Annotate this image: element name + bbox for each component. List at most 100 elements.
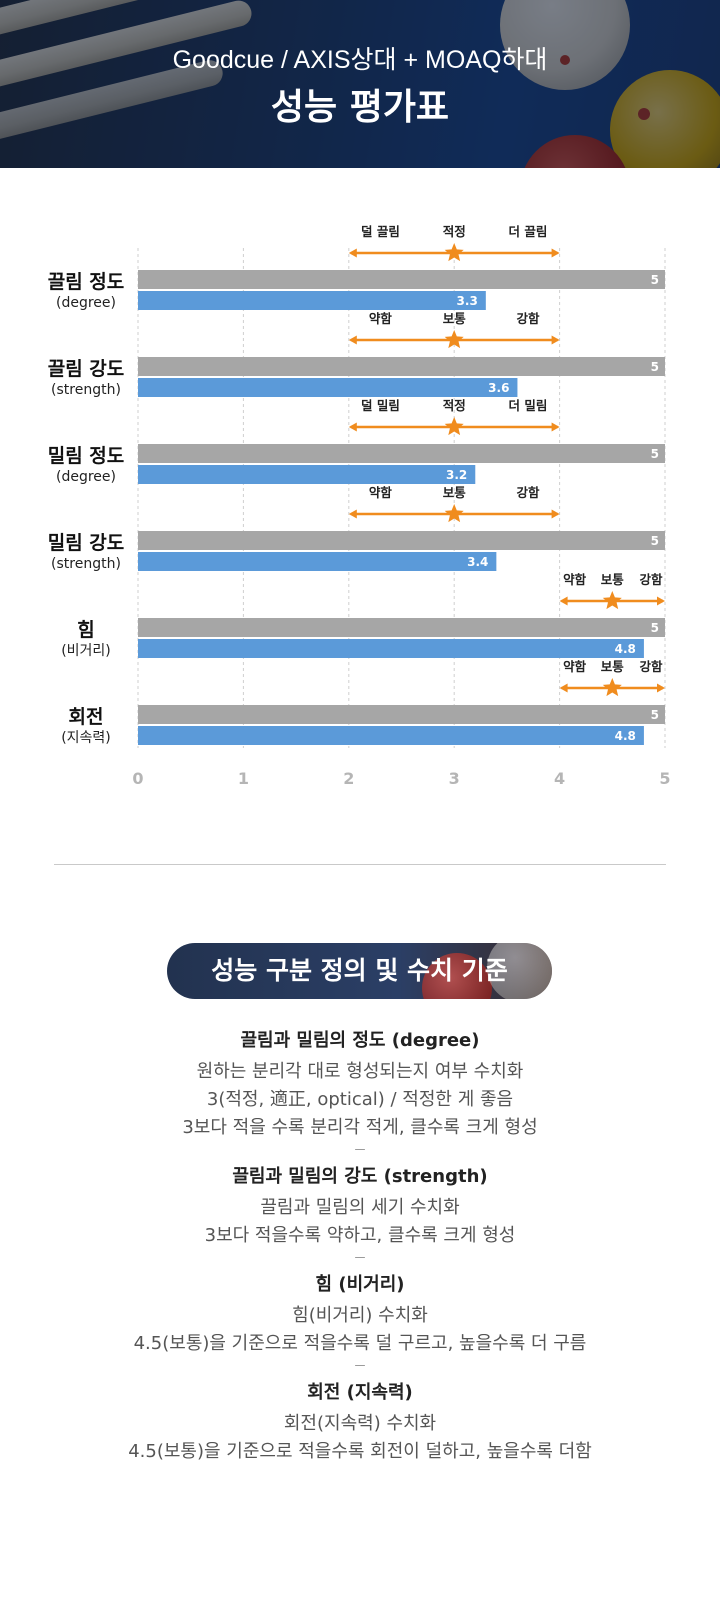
x-tick-label: 5	[659, 769, 670, 788]
row-subtitle: (degree)	[56, 469, 116, 485]
separator: ㅡ	[354, 1359, 366, 1373]
x-tick-label: 2	[343, 769, 354, 788]
max-value-label: 5	[651, 621, 659, 635]
definition-title: 힘 (비거리)	[315, 1274, 405, 1295]
value-label: 3.2	[446, 468, 467, 482]
row-subtitle: (비거리)	[61, 643, 111, 659]
section-divider	[54, 864, 666, 865]
definition-line: 3(적정, 適正, optical) / 적정한 게 좋음	[206, 1089, 514, 1110]
star-icon	[444, 243, 464, 262]
definition-line: 4.5(보통)을 기준으로 적을수록 덜 구르고, 높을수록 더 구름	[133, 1333, 587, 1354]
scale-label: 보통	[601, 659, 625, 674]
definition-spin: 회전 (지속력) 회전(지속력) 수치화 4.5(보통)을 기준으로 적을수록 …	[0, 1376, 720, 1466]
section-heading-banner: 성능 구분 정의 및 수치 기준	[167, 943, 552, 999]
definition-line: 원하는 분리각 대로 형성되는지 여부 수치화	[196, 1061, 524, 1082]
scale-label: 적정	[443, 224, 466, 239]
definition-line: 3보다 적을 수록 분리각 적게, 클수록 크게 형성	[182, 1117, 538, 1138]
scale-label: 보통	[443, 311, 467, 326]
scale-label: 덜 밀림	[361, 398, 400, 413]
scale-label: 보통	[443, 485, 467, 500]
value-bar	[138, 291, 486, 310]
separator: ㅡ	[354, 1143, 366, 1157]
definition-title: 끌림과 밀림의 강도 (strength)	[232, 1166, 488, 1187]
max-value-label: 5	[651, 708, 659, 722]
definition-line: 끌림과 밀림의 세기 수치화	[260, 1197, 460, 1218]
definition-line: 힘(비거리) 수치화	[292, 1305, 428, 1326]
definition-title: 끌림과 밀림의 정도 (degree)	[240, 1030, 480, 1051]
arrow-right-icon	[551, 335, 560, 345]
max-value-label: 5	[651, 447, 659, 461]
star-icon	[602, 678, 622, 697]
arrow-right-icon	[551, 248, 560, 258]
value-label: 3.3	[457, 294, 478, 308]
value-label: 3.4	[467, 555, 488, 569]
row-title: 힘	[77, 619, 94, 641]
arrow-left-icon	[559, 596, 568, 606]
definition-strength: 끌림과 밀림의 강도 (strength) 끌림과 밀림의 세기 수치화 3보다…	[0, 1160, 720, 1264]
arrow-left-icon	[348, 509, 357, 519]
arrow-left-icon	[348, 335, 357, 345]
max-value-label: 5	[651, 534, 659, 548]
value-bar	[138, 639, 644, 658]
scale-label: 약함	[369, 485, 393, 500]
row-title: 끌림 정도	[48, 271, 125, 293]
value-bar	[138, 552, 497, 571]
star-icon	[602, 591, 622, 610]
scale-label: 약함	[369, 311, 393, 326]
page-title: 성능 평가표	[270, 87, 450, 128]
arrow-right-icon	[657, 596, 665, 606]
scale-label: 덜 끌림	[361, 224, 400, 239]
x-tick-label: 0	[132, 769, 143, 788]
separator: ㅡ	[354, 1251, 366, 1265]
scale-label: 강함	[516, 485, 540, 500]
value-label: 4.8	[615, 642, 636, 656]
star-icon	[444, 504, 464, 523]
max-bar	[138, 444, 665, 463]
scale-label: 강함	[516, 311, 540, 326]
arrow-left-icon	[348, 422, 357, 432]
max-bar	[138, 705, 665, 724]
value-label: 4.8	[615, 729, 636, 743]
arrow-right-icon	[551, 509, 560, 519]
definition-line: 4.5(보통)을 기준으로 적을수록 회전이 덜하고, 높을수록 더함	[128, 1441, 592, 1462]
definition-line: 3보다 적을수록 약하고, 클수록 크게 형성	[204, 1225, 516, 1246]
x-tick-label: 4	[554, 769, 565, 788]
value-label: 3.6	[488, 381, 509, 395]
row-subtitle: (지속력)	[61, 730, 111, 746]
row-subtitle: (strength)	[51, 382, 121, 398]
row-subtitle: (strength)	[51, 556, 121, 572]
header-banner: Goodcue / AXIS상대 + MOAQ하대 성능 평가표	[0, 0, 720, 168]
definitions-list: 끌림과 밀림의 정도 (degree) 원하는 분리각 대로 형성되는지 여부 …	[0, 1024, 720, 1470]
max-bar	[138, 531, 665, 550]
max-value-label: 5	[651, 360, 659, 374]
scale-label: 더 밀림	[509, 398, 548, 413]
scale-label: 더 끌림	[509, 224, 548, 239]
header-subtitle: Goodcue / AXIS상대 + MOAQ하대	[172, 46, 548, 74]
scale-label: 적정	[443, 398, 466, 413]
definition-power: 힘 (비거리) 힘(비거리) 수치화 4.5(보통)을 기준으로 적을수록 덜 …	[0, 1268, 720, 1372]
star-icon	[444, 417, 464, 436]
max-bar	[138, 357, 665, 376]
section-heading: 성능 구분 정의 및 수치 기준	[211, 956, 508, 985]
value-bar	[138, 465, 476, 484]
scale-label: 약함	[563, 659, 587, 674]
value-bar	[138, 378, 518, 397]
arrow-right-icon	[551, 422, 560, 432]
scale-label: 강함	[639, 572, 663, 587]
max-bar	[138, 618, 665, 637]
row-title: 밀림 정도	[48, 445, 125, 467]
row-title: 끌림 강도	[48, 358, 125, 380]
definition-degree: 끌림과 밀림의 정도 (degree) 원하는 분리각 대로 형성되는지 여부 …	[0, 1024, 720, 1156]
row-subtitle: (degree)	[56, 295, 116, 311]
arrow-left-icon	[348, 248, 357, 258]
definition-line: 회전(지속력) 수치화	[283, 1413, 437, 1434]
scale-label: 보통	[601, 572, 625, 587]
arrow-right-icon	[657, 683, 665, 693]
star-icon	[444, 330, 464, 349]
row-title: 회전	[69, 706, 104, 728]
scale-label: 약함	[563, 572, 587, 587]
max-bar	[138, 270, 665, 289]
value-bar	[138, 726, 644, 745]
row-title: 밀림 강도	[48, 532, 125, 554]
